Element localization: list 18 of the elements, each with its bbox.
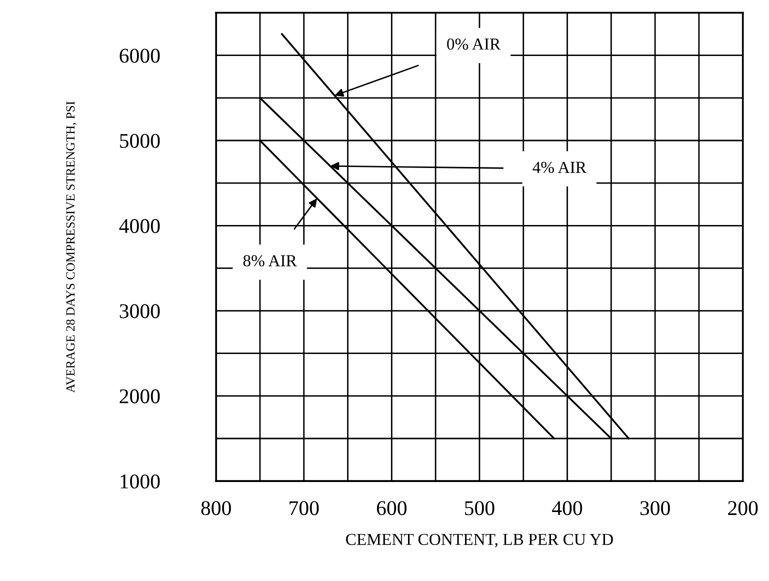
annotation: 0% AIR: [447, 38, 501, 50]
x-tick-label: 800: [201, 501, 231, 516]
y-axis-title: AVERAGE 28 DAYS COMPRESSIVE STRENGTH, PSI: [66, 102, 76, 393]
x-tick-label: 600: [376, 501, 407, 516]
x-axis-title: CEMENT CONTENT, LB PER CU YD: [346, 534, 613, 548]
x-tick-label: 500: [465, 501, 494, 516]
x-tick-label: 700: [290, 501, 319, 516]
y-tick-label: 3000: [120, 304, 160, 318]
y-tick-label: 6000: [120, 48, 160, 63]
x-tick-label: 400: [552, 501, 582, 516]
y-tick-label: 5000: [120, 134, 160, 148]
annotation: 4% AIR: [532, 162, 586, 174]
x-tick-label: 200: [728, 501, 758, 516]
x-tick-label: 300: [640, 501, 670, 516]
annotation: 8% AIR: [243, 255, 297, 266]
y-tick-label: 2000: [120, 389, 160, 404]
y-tick-label: 4000: [119, 219, 160, 234]
y-tick-label: 1000: [120, 474, 160, 488]
